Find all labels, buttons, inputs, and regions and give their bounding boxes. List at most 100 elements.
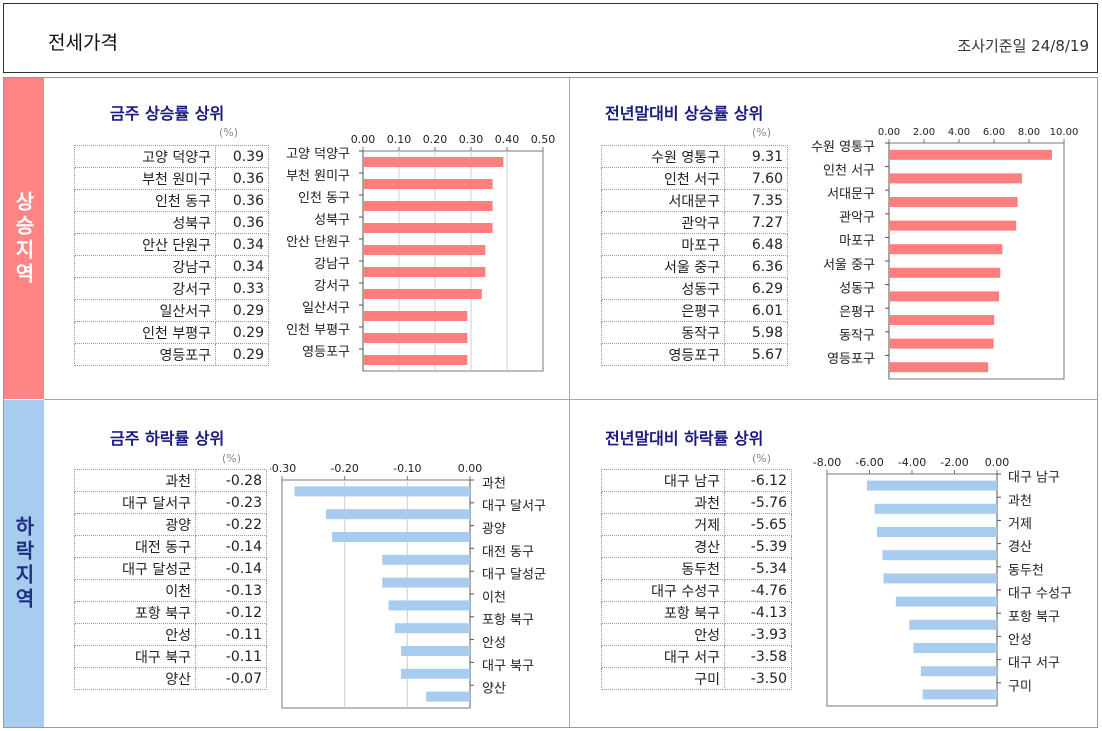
bar xyxy=(401,668,470,679)
rate-value: -0.11 xyxy=(195,623,267,646)
region-name: 경산 xyxy=(601,535,725,558)
region-name: 대구 북구 xyxy=(74,645,196,668)
table-row: 대전 동구 -0.14 xyxy=(74,535,267,558)
table-row: 대구 북구 -0.11 xyxy=(74,645,267,668)
category-label: 대구 서구 xyxy=(1008,656,1060,671)
table-row: 대구 서구 -3.58 xyxy=(601,645,792,668)
tick-label: 2.00 xyxy=(913,127,935,138)
header-bar: 전세가격 조사기준일 24/8/19 xyxy=(3,3,1098,73)
region-name: 거제 xyxy=(601,513,725,536)
category-label: 양산 xyxy=(482,682,506,697)
tick-label: 8.00 xyxy=(1018,127,1040,138)
bar xyxy=(889,362,989,373)
category-label: 대전 동구 xyxy=(482,545,534,560)
table-row: 강서구 0.33 xyxy=(74,277,269,300)
rate-value: 7.60 xyxy=(724,167,788,190)
bar xyxy=(882,550,997,561)
rate-value: -0.14 xyxy=(195,535,267,558)
rate-value: 7.35 xyxy=(724,189,788,212)
tick-label: -2.00 xyxy=(940,456,968,469)
table-row: 관악구 7.27 xyxy=(601,211,788,234)
category-label: 이천 xyxy=(482,590,506,605)
category-label: 과천 xyxy=(1008,494,1032,509)
category-label: 동작구 xyxy=(839,329,875,344)
table-row: 서울 중구 6.36 xyxy=(601,255,788,278)
percent-unit: (%) xyxy=(222,452,242,465)
bar xyxy=(920,666,997,677)
rate-value: 0.29 xyxy=(215,299,269,322)
tick-label: 0.40 xyxy=(495,133,520,146)
region-name: 대구 달성군 xyxy=(74,557,196,580)
tick-label: -8.00 xyxy=(813,456,841,469)
table-row: 일산서구 0.29 xyxy=(74,299,269,322)
rate-value: -0.13 xyxy=(195,579,267,602)
category-label: 안성 xyxy=(482,636,506,651)
rate-value: -5.34 xyxy=(724,557,792,580)
rate-value: 7.27 xyxy=(724,211,788,234)
bar xyxy=(889,220,1017,231)
category-label: 관악구 xyxy=(839,211,875,226)
category-label: 영등포구 xyxy=(827,352,875,367)
rate-value: 0.29 xyxy=(215,343,269,366)
region-name: 안산 단원구 xyxy=(74,233,216,256)
bar xyxy=(889,338,994,349)
category-label: 거제 xyxy=(1008,517,1032,532)
rate-value: -5.76 xyxy=(724,491,792,514)
category-label: 동두천 xyxy=(1008,563,1044,578)
table-row: 대구 달성군 -0.14 xyxy=(74,557,267,580)
panel-title-weekly-fall: 금주 하락률 상위 xyxy=(110,429,225,448)
bar xyxy=(889,244,1003,255)
rate-value: -3.50 xyxy=(724,667,792,690)
falling-region-label: 하락지역 xyxy=(4,400,44,727)
table-row: 대구 달서구 -0.23 xyxy=(74,491,267,514)
table-row: 포항 북구 -0.12 xyxy=(74,601,267,624)
category-label: 대구 달성군 xyxy=(482,568,546,583)
category-label: 안성 xyxy=(1008,633,1032,648)
panel-title-ytd-fall: 전년말대비 하락률 상위 xyxy=(605,429,764,448)
bar xyxy=(363,267,486,277)
bar xyxy=(889,197,1018,207)
region-name: 인천 부평구 xyxy=(74,321,216,344)
bar xyxy=(363,223,493,233)
category-label: 대구 달서구 xyxy=(482,499,546,514)
table-row: 거제 -5.65 xyxy=(601,513,792,536)
table-row: 포항 북구 -4.13 xyxy=(601,601,792,624)
region-name: 일산서구 xyxy=(74,299,216,322)
table-row: 영등포구 0.29 xyxy=(74,343,269,366)
bar xyxy=(874,503,997,514)
rate-value: -0.14 xyxy=(195,557,267,580)
rate-value: -6.12 xyxy=(724,469,792,492)
bar xyxy=(889,315,995,325)
rate-value: -4.76 xyxy=(724,579,792,602)
table-row: 과천 -0.28 xyxy=(74,469,267,492)
rate-value: -0.28 xyxy=(195,469,267,492)
tick-label: 10.00 xyxy=(1050,127,1079,138)
rate-value: 5.98 xyxy=(724,321,788,344)
tick-label: 0.50 xyxy=(531,133,556,146)
category-label: 서대문구 xyxy=(827,187,875,202)
bar xyxy=(363,311,468,321)
percent-unit: (%) xyxy=(752,452,772,465)
table-row: 마포구 6.48 xyxy=(601,233,788,256)
table-row: 강남구 0.34 xyxy=(74,255,269,278)
rate-value: 9.31 xyxy=(724,145,788,168)
rate-value: -3.93 xyxy=(724,623,792,646)
region-name: 대구 서구 xyxy=(601,645,725,668)
table-row: 동작구 5.98 xyxy=(601,321,788,344)
category-label: 고양 덕양구 xyxy=(286,147,350,162)
region-name: 수원 영통구 xyxy=(601,145,725,168)
region-name: 서울 중구 xyxy=(601,255,725,278)
bar xyxy=(332,532,470,542)
tick-label: 0.00 xyxy=(458,462,483,475)
region-name: 은평구 xyxy=(601,299,725,322)
rate-value: 0.29 xyxy=(215,321,269,344)
horizontal-divider xyxy=(44,399,1097,400)
panel-title-ytd-rise: 전년말대비 상승률 상위 xyxy=(605,104,764,123)
bar xyxy=(325,509,470,520)
category-label: 강서구 xyxy=(314,279,350,294)
rate-value: 6.48 xyxy=(724,233,788,256)
tick-label: -0.20 xyxy=(330,462,358,475)
category-label: 성북구 xyxy=(314,213,350,228)
